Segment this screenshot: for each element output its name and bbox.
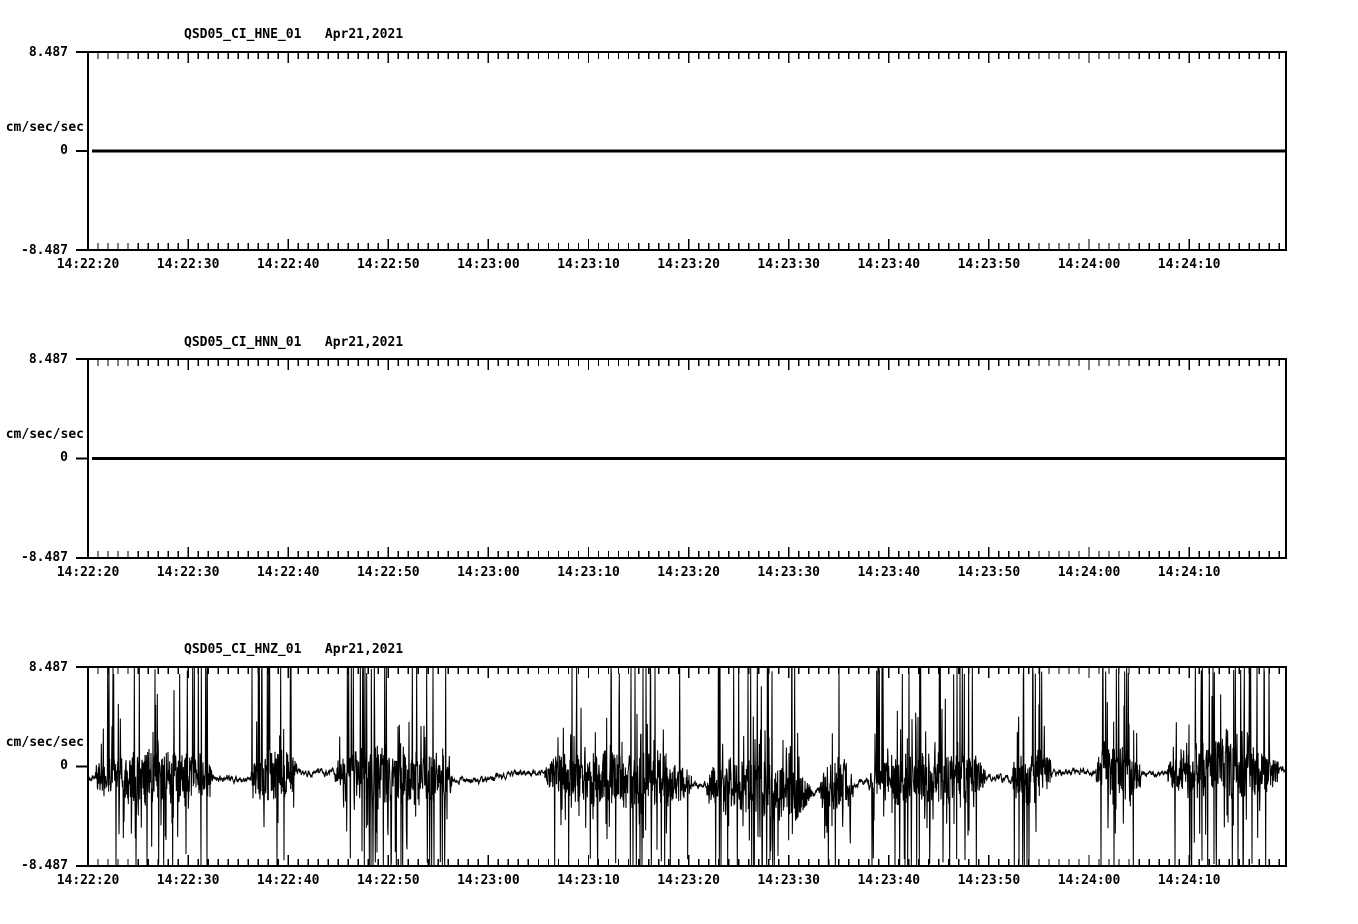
x-tick-label: 14:23:50 (957, 873, 1021, 888)
x-tick-label: 14:22:40 (256, 257, 320, 272)
x-tick-label: 14:22:30 (156, 257, 220, 272)
y-min-label-hne: -8.487 (21, 243, 68, 258)
x-tick-label: 14:22:20 (56, 257, 120, 272)
panel-title-hne: QSD05_CI_HNE_01 Apr21,2021 (184, 27, 404, 42)
y-units-label-hnn: cm/sec/sec (5, 427, 84, 442)
x-tick-label: 14:22:50 (356, 565, 420, 580)
x-tick-label: 14:24:00 (1057, 565, 1121, 580)
y-units-label-hnz: cm/sec/sec (5, 735, 84, 750)
y-min-label-hnn: -8.487 (21, 550, 68, 565)
x-tick-label: 14:24:00 (1057, 873, 1121, 888)
x-tick-label: 14:23:00 (457, 565, 520, 580)
y-max-label-hnn: 8.487 (28, 352, 68, 367)
y-max-label-hnz: 8.487 (28, 660, 68, 675)
x-tick-label: 14:23:40 (857, 565, 921, 580)
x-tick-label: 14:23:20 (657, 257, 720, 272)
y-min-label-hnz: -8.487 (21, 858, 68, 873)
x-tick-label: 14:22:50 (356, 257, 420, 272)
y-zero-label-hnn: 0 (60, 450, 68, 465)
x-tick-label: 14:23:40 (857, 873, 921, 888)
x-tick-label: 14:22:20 (56, 565, 120, 580)
plot-area-hnz (76, 666, 1287, 867)
x-tick-label: 14:23:20 (657, 873, 720, 888)
x-tick-label: 14:23:30 (757, 257, 820, 272)
y-zero-label-hne: 0 (60, 143, 68, 158)
x-tick-label: 14:23:50 (957, 565, 1021, 580)
x-tick-label: 14:22:30 (156, 873, 220, 888)
x-tick-label: 14:24:00 (1057, 257, 1121, 272)
x-tick-label: 14:24:10 (1157, 257, 1221, 272)
y-max-label-hne: 8.487 (28, 45, 68, 60)
x-tick-label: 14:22:30 (156, 565, 220, 580)
y-units-label-hne: cm/sec/sec (5, 120, 84, 135)
x-tick-label: 14:23:00 (457, 873, 520, 888)
x-tick-label: 14:23:30 (757, 565, 820, 580)
x-tick-label: 14:23:30 (757, 873, 820, 888)
y-zero-label-hnz: 0 (60, 758, 68, 773)
plot-area-hne (76, 51, 1287, 251)
x-tick-label: 14:23:20 (657, 565, 720, 580)
x-tick-label: 14:23:40 (857, 257, 921, 272)
panel-title-hnz: QSD05_CI_HNZ_01 Apr21,2021 (184, 642, 404, 657)
axis-frame (76, 666, 1287, 867)
axis-frame (76, 358, 1287, 559)
x-tick-label: 14:24:10 (1157, 873, 1221, 888)
x-tick-label: 14:23:10 (557, 873, 620, 888)
panel-title-hnn: QSD05_CI_HNN_01 Apr21,2021 (184, 335, 404, 350)
x-tick-label: 14:23:50 (957, 257, 1021, 272)
x-tick-label: 14:23:00 (457, 257, 520, 272)
x-tick-label: 14:22:40 (256, 873, 320, 888)
axis-frame (76, 51, 1287, 251)
plot-area-hnn (76, 358, 1287, 559)
x-tick-label: 14:22:20 (56, 873, 120, 888)
waveform-trace (87, 666, 1287, 867)
x-tick-label: 14:23:10 (557, 257, 620, 272)
x-tick-label: 14:24:10 (1157, 565, 1221, 580)
x-tick-label: 14:22:50 (356, 873, 420, 888)
x-tick-label: 14:22:40 (256, 565, 320, 580)
x-tick-label: 14:23:10 (557, 565, 620, 580)
